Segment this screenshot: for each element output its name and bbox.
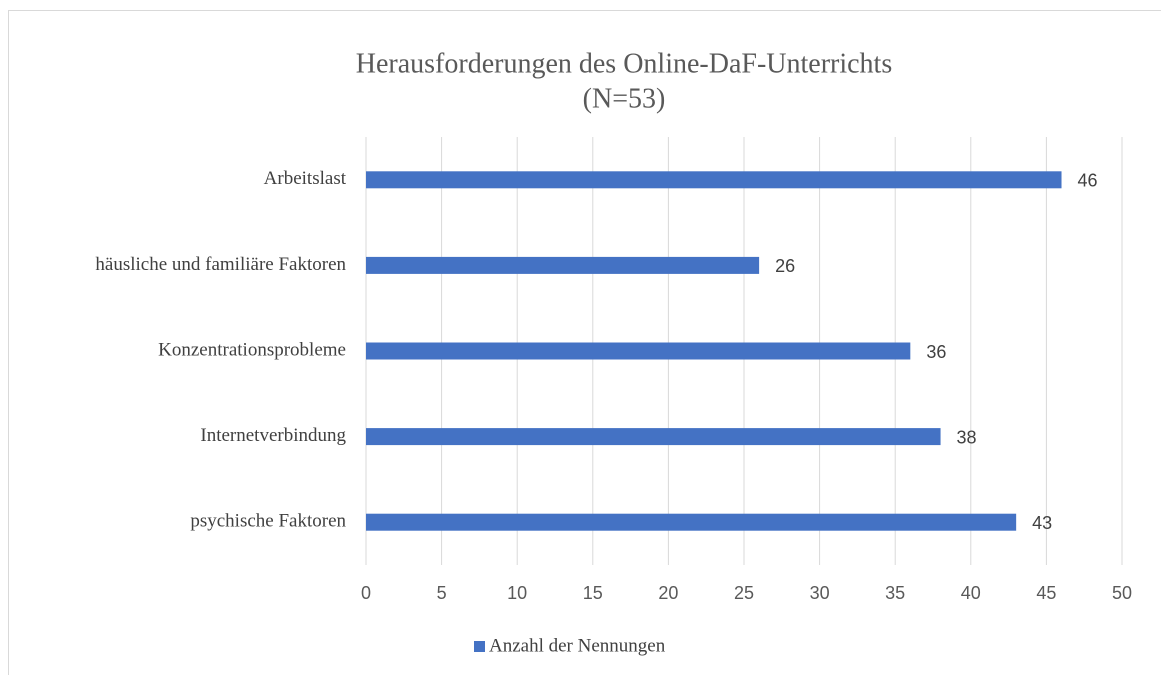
legend-label: Anzahl der Nennungen <box>489 635 666 656</box>
bar <box>366 428 941 446</box>
y-tick-label: häusliche und familiäre Faktoren <box>95 254 346 275</box>
x-tick-label: 10 <box>507 583 527 603</box>
y-tick-label: Arbeitslast <box>264 168 347 189</box>
x-tick-label: 35 <box>885 583 905 603</box>
bar <box>366 171 1062 189</box>
x-tick-label: 5 <box>437 583 447 603</box>
x-tick-label: 30 <box>810 583 830 603</box>
y-tick-label: Internetverbindung <box>200 425 346 446</box>
legend-swatch <box>474 641 485 652</box>
data-label: 26 <box>775 256 795 276</box>
chart-border <box>8 10 1161 675</box>
x-tick-label: 50 <box>1112 583 1132 603</box>
chart-title: Herausforderungen des Online-DaF-Unterri… <box>356 48 892 79</box>
bar <box>366 513 1017 531</box>
chart-subtitle: (N=53) <box>583 83 666 114</box>
data-label: 36 <box>926 342 946 362</box>
y-tick-label: psychische Faktoren <box>190 511 346 532</box>
data-label: 46 <box>1078 171 1098 191</box>
x-tick-label: 45 <box>1036 583 1056 603</box>
x-tick-label: 20 <box>658 583 678 603</box>
data-label: 38 <box>957 427 977 447</box>
x-tick-label: 40 <box>961 583 981 603</box>
data-label: 43 <box>1032 513 1052 533</box>
y-tick-label: Konzentrationsprobleme <box>158 339 346 360</box>
bar <box>366 256 760 274</box>
x-tick-label: 0 <box>361 583 371 603</box>
x-tick-label: 15 <box>583 583 603 603</box>
x-tick-label: 25 <box>734 583 754 603</box>
bar <box>366 342 911 360</box>
